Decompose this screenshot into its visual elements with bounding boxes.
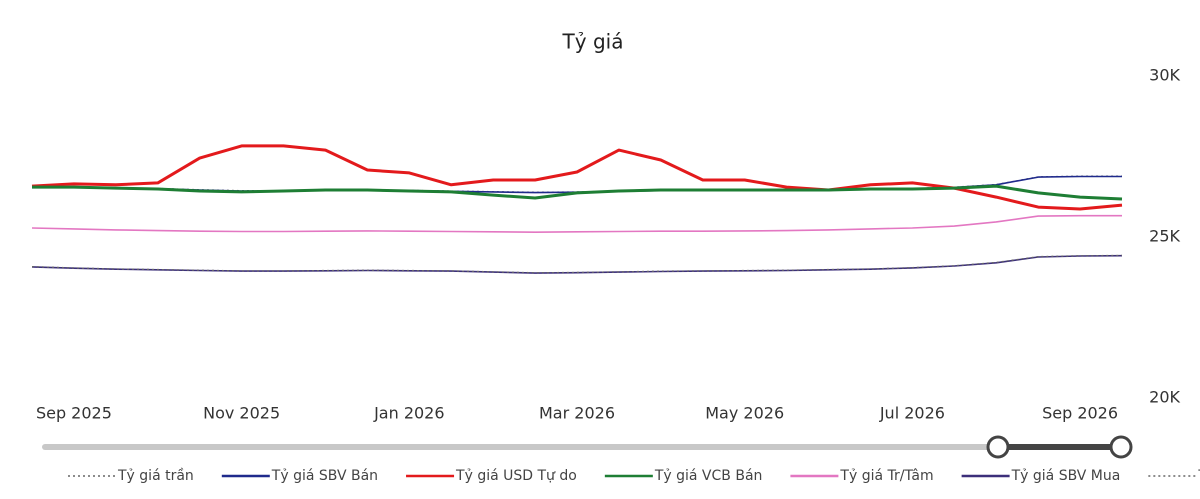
x-tick-label: Sep 2026 [1042, 404, 1118, 423]
series-line [31, 214, 1122, 233]
legend-label: Tỷ giá VCB Bán [654, 468, 763, 484]
x-tick-label: Jul 2026 [879, 404, 945, 423]
legend-label: Tỷ giá SBV Mua [1011, 468, 1121, 484]
y-tick-label: 25K [1149, 227, 1180, 246]
legend-label: Tỷ giá SBV Bán [271, 468, 378, 484]
y-tick-label: 20K [1149, 388, 1180, 407]
x-tick-label: Nov 2025 [203, 404, 280, 423]
range-slider[interactable] [42, 435, 1133, 459]
series-line [31, 254, 1123, 274]
slider-handle[interactable] [1109, 435, 1133, 459]
legend: Tỷ giá trần Tỷ giá SBV Bán Tỷ giá USD Tự d… [68, 468, 1200, 484]
series-line [31, 254, 1123, 274]
series-line [32, 184, 1123, 201]
legend-label: Tỷ giá USD Tự do [455, 468, 577, 484]
legend-label: Tỷ giá sàn [1197, 468, 1200, 484]
y-tick-label: 30K [1149, 66, 1180, 85]
x-tick-label: Mar 2026 [539, 404, 615, 423]
slider-handle[interactable] [986, 435, 1010, 459]
series-line [31, 144, 1123, 211]
legend-label: Tỷ giá Tr/Tâm [839, 468, 933, 484]
chart-title: Tỷ giá [562, 30, 624, 54]
x-tick-label: Sep 2025 [36, 404, 112, 423]
x-tick-label: May 2026 [705, 404, 784, 423]
legend-label: Tỷ giá trần [117, 468, 194, 484]
x-tick-label: Jan 2026 [373, 404, 444, 423]
